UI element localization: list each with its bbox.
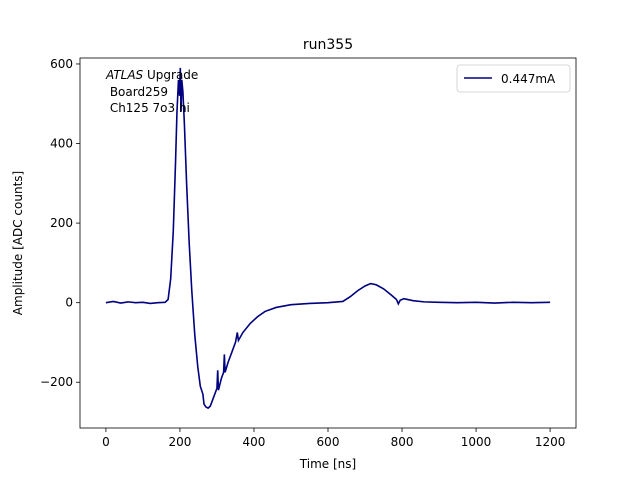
x-tick-label: 600 — [317, 435, 340, 449]
annotation-upgrade: Upgrade — [143, 68, 198, 82]
y-tick-label: 200 — [50, 216, 73, 230]
x-tick-label: 0 — [102, 435, 110, 449]
x-axis: 0 200 400 600 800 1000 1200 — [102, 428, 565, 449]
annotation-atlas: ATLAS — [105, 68, 144, 82]
chart-title: run355 — [303, 37, 353, 53]
x-tick-label: 1200 — [535, 435, 566, 449]
series-line-0 — [105, 67, 551, 410]
legend: 0.447mA — [456, 64, 571, 93]
y-tick-label: 0 — [65, 296, 73, 310]
legend-box — [456, 64, 571, 93]
y-tick-label: −200 — [40, 375, 73, 389]
annotation: ATLAS Upgrade Board259 Ch125 7o3 hi — [105, 68, 198, 115]
x-tick-label: 200 — [168, 435, 191, 449]
annotation-line-2: Board259 — [106, 85, 168, 99]
y-tick-label: 600 — [50, 57, 73, 71]
y-axis: −200 0 200 400 600 — [40, 57, 80, 389]
annotation-line-3: Ch125 7o3 hi — [106, 101, 190, 115]
y-tick-label: 400 — [50, 137, 73, 151]
x-tick-label: 800 — [391, 435, 414, 449]
x-tick-label: 400 — [243, 435, 266, 449]
y-axis-label: Amplitude [ADC counts] — [11, 171, 25, 315]
legend-label: 0.447mA — [501, 72, 556, 86]
x-tick-label: 1000 — [461, 435, 492, 449]
annotation-line-1: ATLAS Upgrade — [105, 68, 198, 82]
x-axis-label: Time [ns] — [299, 457, 356, 471]
